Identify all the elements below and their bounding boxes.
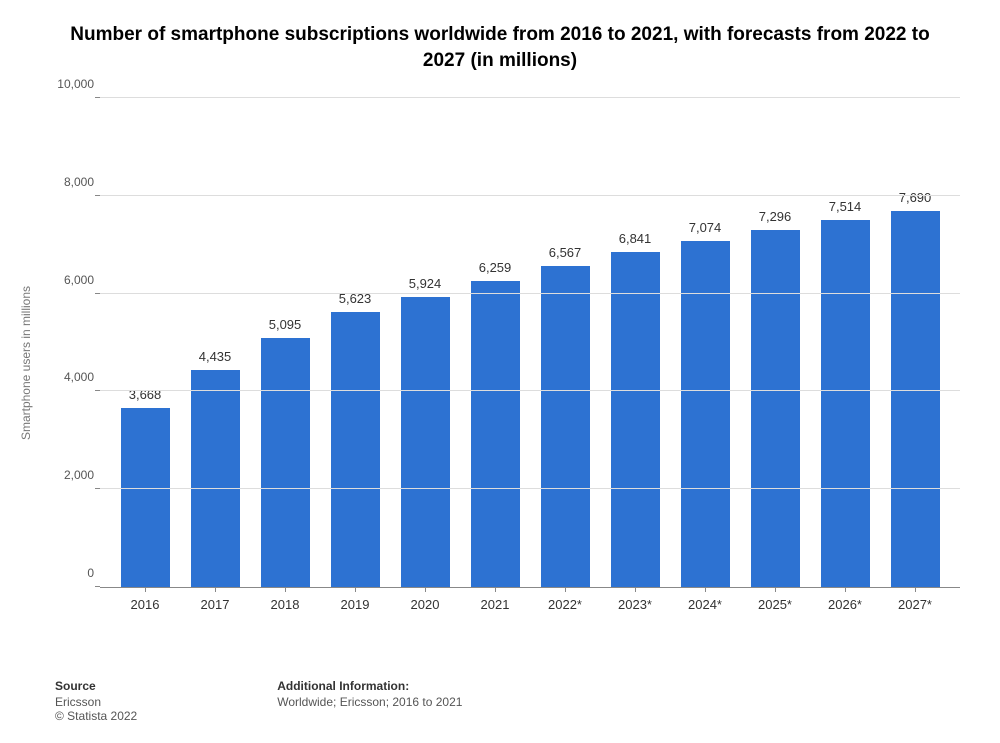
bar-slot: 7,6902027* [880,98,950,587]
x-tick-label: 2019 [341,597,370,612]
bar: 6,259 [471,281,520,587]
y-tick-label: 10,000 [57,77,100,91]
x-tick-mark [145,587,146,592]
bar-value-label: 7,074 [689,220,722,235]
info-heading: Additional Information: [277,679,462,693]
x-tick-mark [355,587,356,592]
bar-slot: 6,8412023* [600,98,670,587]
grid-line [100,488,960,489]
bar-slot: 7,2962025* [740,98,810,587]
bar: 6,567 [541,266,590,587]
y-tick-mark [95,195,100,196]
chart-container: Smartphone users in millions 3,66820164,… [40,88,970,638]
x-tick-label: 2024* [688,597,722,612]
x-tick-mark [425,587,426,592]
x-tick-mark [915,587,916,592]
bar-slot: 7,0742024* [670,98,740,587]
bar: 6,841 [611,252,660,587]
bar-slot: 7,5142026* [810,98,880,587]
bar-value-label: 6,259 [479,260,512,275]
x-tick-mark [635,587,636,592]
y-tick-mark [95,488,100,489]
x-tick-label: 2027* [898,597,932,612]
plot-area: 3,66820164,43520175,09520185,62320195,92… [100,98,960,588]
y-tick-label: 2,000 [64,468,100,482]
grid-line [100,195,960,196]
grid-line [100,293,960,294]
bar-value-label: 6,841 [619,231,652,246]
bar-value-label: 5,095 [269,317,302,332]
y-tick-label: 6,000 [64,273,100,287]
x-tick-mark [215,587,216,592]
bar: 7,296 [751,230,800,587]
info-line: Worldwide; Ericsson; 2016 to 2021 [277,695,462,709]
bar-value-label: 7,296 [759,209,792,224]
bar-slot: 4,4352017 [180,98,250,587]
bar-slot: 6,5672022* [530,98,600,587]
bar-slot: 5,0952018 [250,98,320,587]
x-tick-mark [775,587,776,592]
y-tick-label: 8,000 [64,175,100,189]
x-tick-label: 2021 [481,597,510,612]
bar-value-label: 7,514 [829,199,862,214]
y-axis-label: Smartphone users in millions [19,286,33,440]
source-block: Source Ericsson © Statista 2022 [55,679,137,723]
bar: 4,435 [191,370,240,587]
bar-slot: 5,9242020 [390,98,460,587]
bar-value-label: 5,924 [409,276,442,291]
bar-slot: 6,2592021 [460,98,530,587]
x-tick-mark [845,587,846,592]
y-tick-mark [95,97,100,98]
x-tick-mark [565,587,566,592]
chart-footer: Source Ericsson © Statista 2022 Addition… [55,679,945,723]
x-tick-label: 2026* [828,597,862,612]
source-heading: Source [55,679,137,693]
bar: 5,095 [261,338,310,587]
info-block: Additional Information: Worldwide; Erics… [277,679,462,723]
bar-slot: 5,6232019 [320,98,390,587]
source-line2: © Statista 2022 [55,709,137,723]
x-tick-mark [495,587,496,592]
source-line1: Ericsson [55,695,137,709]
y-tick-mark [95,586,100,587]
bars-group: 3,66820164,43520175,09520185,62320195,92… [100,98,960,587]
x-tick-mark [285,587,286,592]
y-tick-label: 0 [87,566,100,580]
bar-slot: 3,6682016 [110,98,180,587]
bar-value-label: 4,435 [199,349,232,364]
x-tick-label: 2018 [271,597,300,612]
x-tick-label: 2025* [758,597,792,612]
y-tick-mark [95,390,100,391]
x-tick-mark [705,587,706,592]
bar: 5,623 [331,312,380,587]
grid-line [100,97,960,98]
y-tick-label: 4,000 [64,370,100,384]
bar-value-label: 7,690 [899,190,932,205]
x-tick-label: 2020 [411,597,440,612]
chart-title: Number of smartphone subscriptions world… [0,0,1000,73]
x-tick-label: 2016 [131,597,160,612]
bar: 3,668 [121,408,170,587]
y-tick-mark [95,293,100,294]
bar-value-label: 6,567 [549,245,582,260]
grid-line [100,390,960,391]
bar: 7,690 [891,211,940,587]
bar-value-label: 3,668 [129,387,162,402]
x-tick-label: 2017 [201,597,230,612]
x-tick-label: 2022* [548,597,582,612]
x-tick-label: 2023* [618,597,652,612]
bar: 7,514 [821,220,870,587]
bar: 5,924 [401,297,450,587]
